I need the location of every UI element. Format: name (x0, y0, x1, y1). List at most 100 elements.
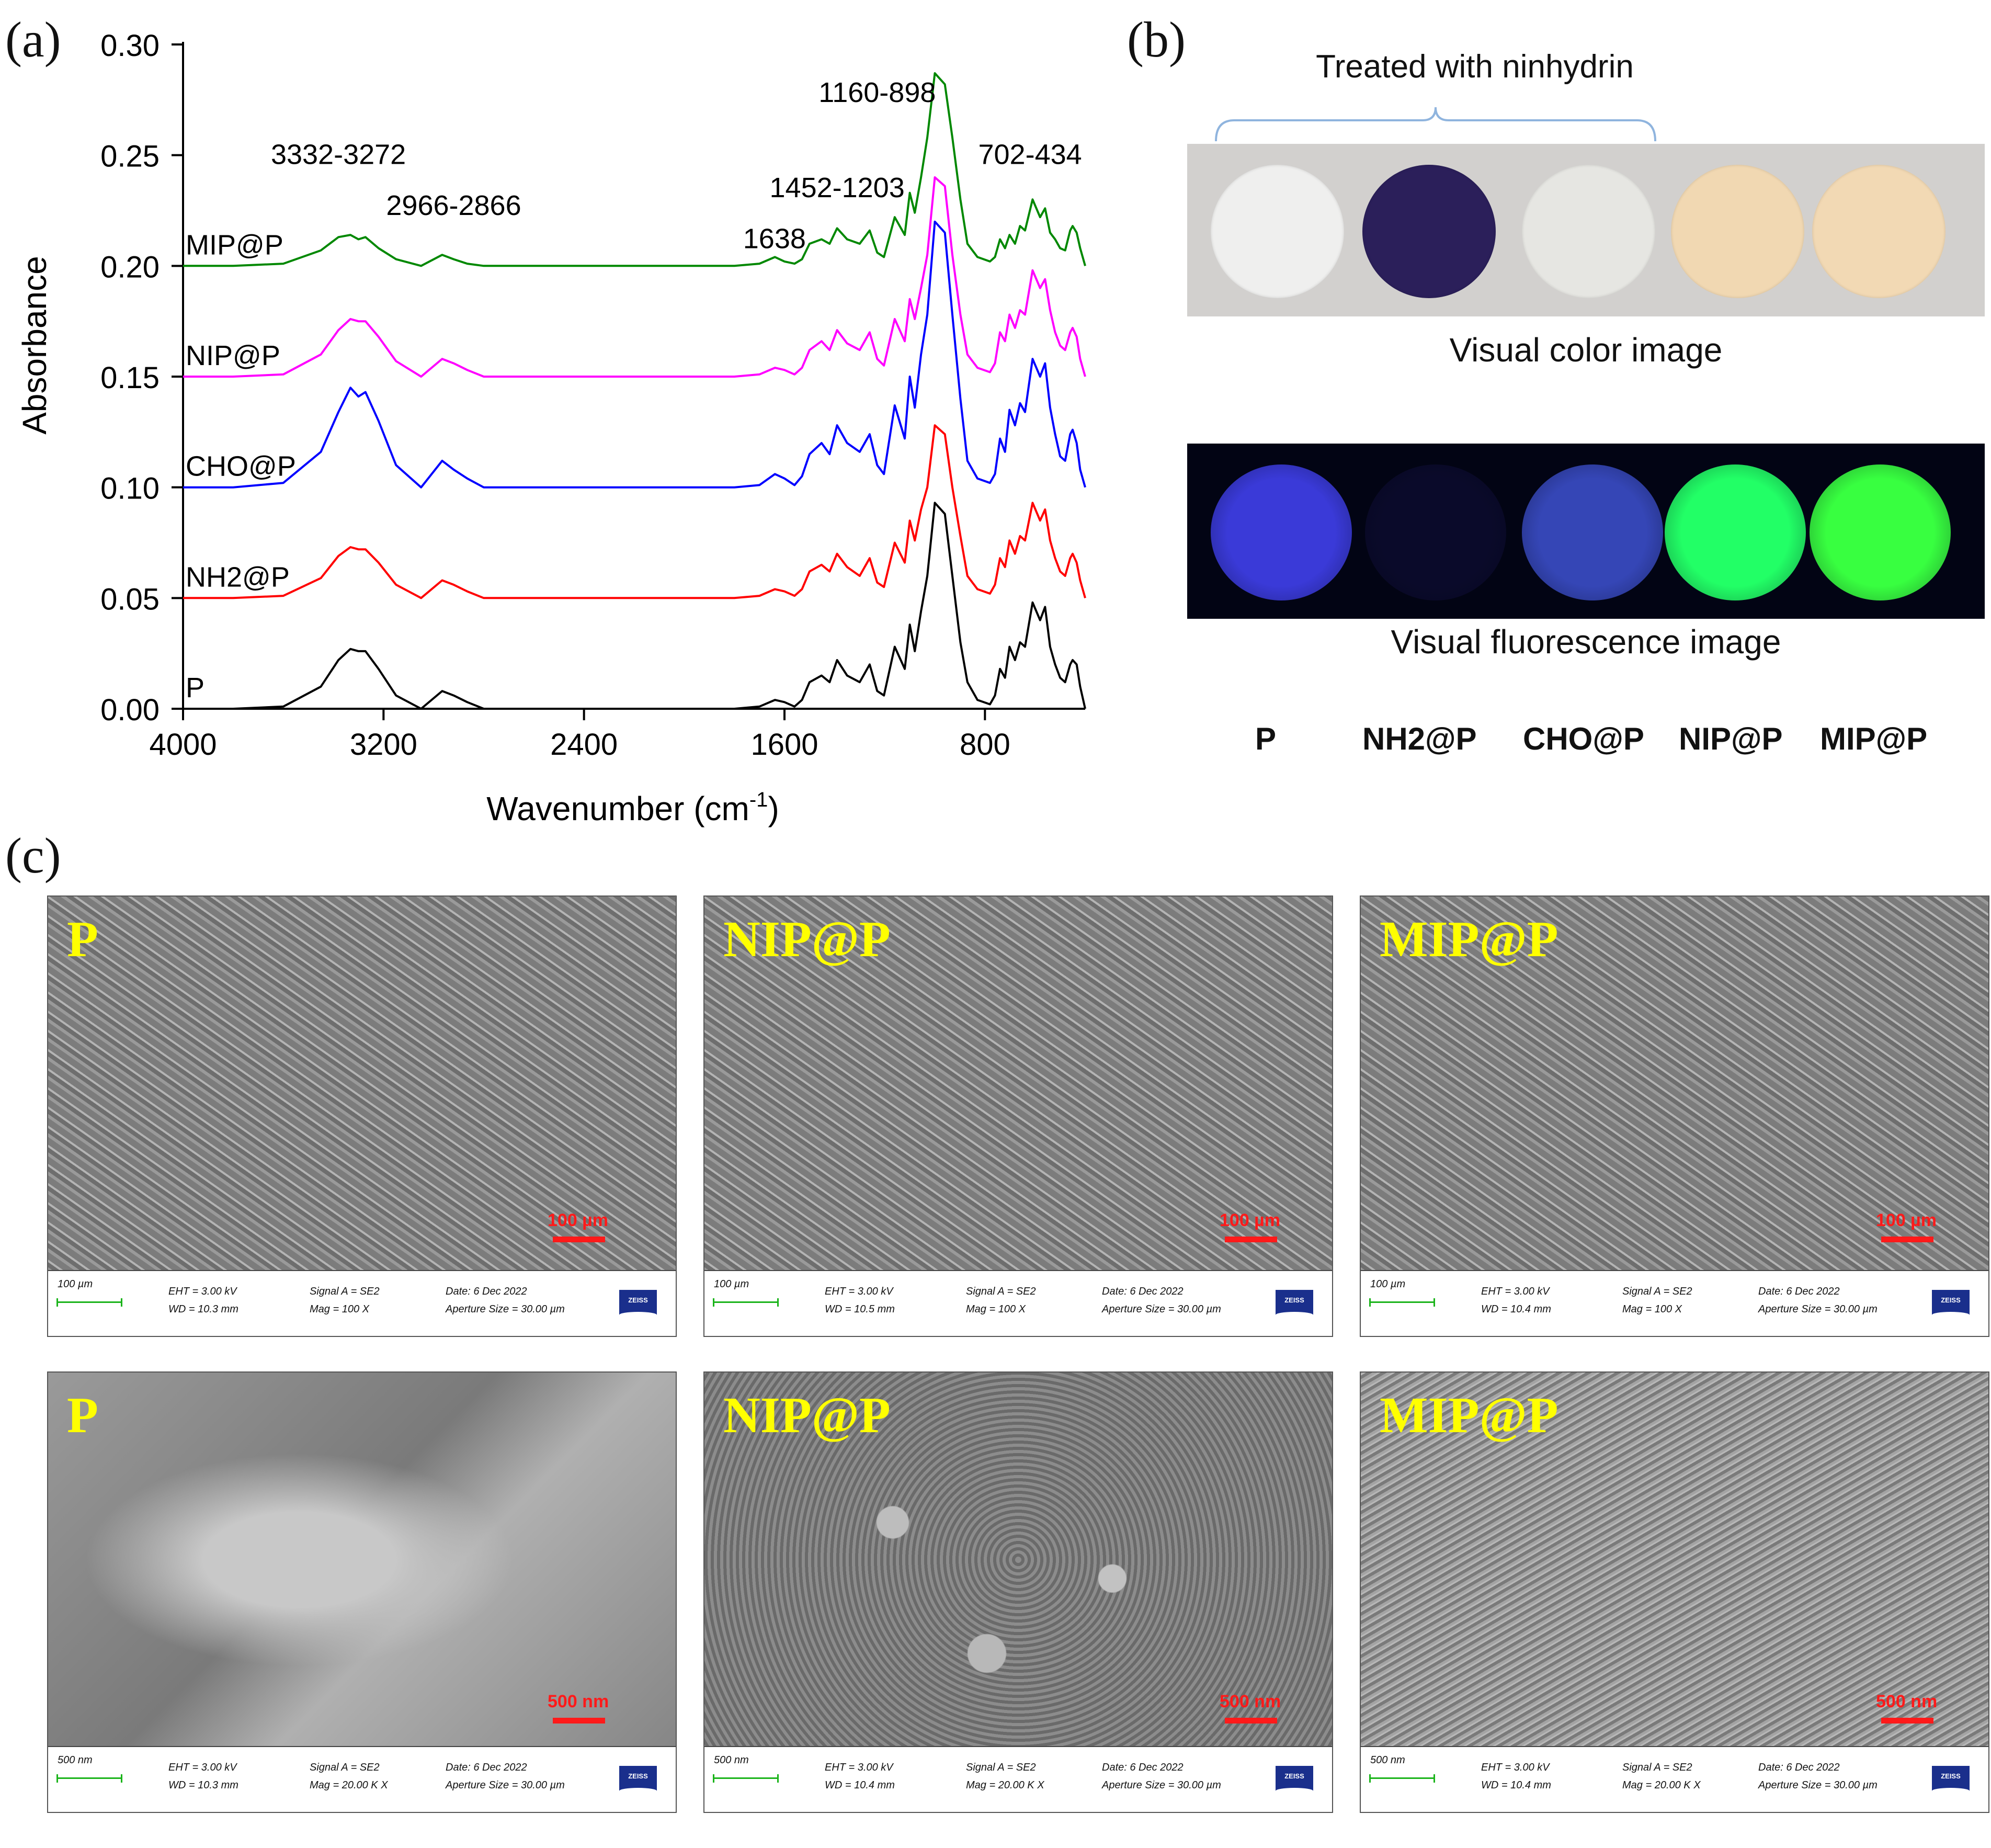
series-label: CHO@P (186, 451, 296, 482)
sem-micrograph (48, 1373, 676, 1747)
sem-aperture: Aperture Size = 30.00 µm (1102, 1779, 1221, 1791)
fluor-disc-nip (1665, 464, 1806, 600)
x-tick-label: 3200 (350, 728, 417, 762)
color-disc-mip (1812, 165, 1946, 298)
sem-scale-label: 500 nm (548, 1692, 609, 1711)
sem-micrograph (48, 897, 676, 1271)
sem-aperture: Aperture Size = 30.00 µm (1758, 1779, 1878, 1791)
peak-annotation: 702-434 (978, 139, 1082, 171)
y-tick-label: 0.15 (100, 361, 160, 395)
sem-sample-name: MIP@P (1380, 1387, 1558, 1444)
sem-date: Date: 6 Dec 2022 (1758, 1762, 1840, 1773)
peak-annotation: 1638 (743, 223, 806, 254)
sem-date: Date: 6 Dec 2022 (446, 1286, 527, 1297)
sem-info-scale-bar (1369, 1774, 1435, 1783)
panel-b-label: (b) (1127, 12, 1186, 67)
sem-info-scale-bar (1369, 1298, 1435, 1307)
series-line-cho-at-p (183, 220, 1086, 489)
sem-wd: WD = 10.4 mm (1481, 1779, 1551, 1791)
sem-info-bar: 100 µm EHT = 3.00 kV WD = 10.4 mm Signal A … (1361, 1270, 1988, 1336)
sem-image-bottom-nip-at-p: NIP@P 500 nm 500 nm EHT = 3.00 kV WD = 10.4 … (703, 1371, 1333, 1813)
sem-image-bottom-mip-at-p: MIP@P 500 nm 500 nm EHT = 3.00 kV WD = 10.4 … (1360, 1371, 1989, 1813)
sem-scale-label: 500 nm (1876, 1692, 1938, 1711)
color-photo (1187, 144, 1985, 316)
y-tick-label: 0.05 (100, 582, 160, 616)
sem-micrograph (704, 1373, 1332, 1747)
sem-micrograph (1361, 1373, 1988, 1747)
sem-image-top-mip-at-p: MIP@P 100 µm 100 µm EHT = 3.00 kV WD = 10.4 … (1360, 895, 1989, 1337)
fluor-disc-cho (1522, 464, 1663, 600)
zeiss-logo: ZEISS (619, 1290, 657, 1318)
peak-annotation: 1160-898 (818, 77, 936, 108)
sem-info-scale: 100 µm (1370, 1278, 1406, 1290)
series-line-p (183, 502, 1086, 710)
sem-date: Date: 6 Dec 2022 (1758, 1286, 1840, 1297)
color-disc-p (1211, 165, 1344, 298)
sem-info-scale-bar (713, 1298, 779, 1307)
sem-micrograph (704, 897, 1332, 1271)
sem-mag: Mag = 20.00 K X (1622, 1779, 1701, 1791)
sem-sample-name: P (67, 911, 98, 968)
sem-sample-name: NIP@P (723, 911, 891, 968)
sem-info-scale: 500 nm (1370, 1754, 1405, 1766)
sem-date: Date: 6 Dec 2022 (1102, 1762, 1184, 1773)
sem-image-top-p: P 100 µm 100 µm EHT = 3.00 kV WD = 10.3 mm Si… (47, 895, 677, 1337)
y-tick-label: 0.20 (100, 250, 160, 284)
sample-label-nh2: NH2@P (1362, 721, 1477, 756)
sem-info-bar: 100 µm EHT = 3.00 kV WD = 10.5 mm Signal A … (704, 1270, 1332, 1336)
sem-wd: WD = 10.3 mm (168, 1303, 238, 1315)
chart-x-axis-label: Wavenumber (cm-1) (486, 788, 779, 827)
sem-info-scale-bar (713, 1774, 779, 1783)
sem-info-scale: 500 nm (714, 1754, 749, 1766)
sem-info-scale: 500 nm (58, 1754, 93, 1766)
color-disc-nh2 (1362, 165, 1496, 298)
chart-y-axis-label: Absorbance (16, 256, 53, 435)
sem-scale-bar (1225, 1718, 1277, 1724)
ninhydrin-bracket-label: Treated with ninhydrin (1316, 49, 1634, 85)
series-line-nh2-at-p (183, 424, 1086, 599)
sem-wd: WD = 10.5 mm (825, 1303, 895, 1315)
sem-wd: WD = 10.3 mm (168, 1779, 238, 1791)
zeiss-logo: ZEISS (1276, 1290, 1313, 1318)
series-label: NIP@P (186, 340, 280, 371)
sem-info-scale: 100 µm (714, 1278, 749, 1290)
sem-mag: Mag = 20.00 K X (966, 1779, 1044, 1791)
sem-eht: EHT = 3.00 kV (168, 1286, 237, 1297)
x-tick-label: 1600 (750, 728, 818, 762)
chart-series-group (183, 72, 1086, 710)
series-line-mip-at-p (183, 72, 1086, 267)
fluor-disc-nh2 (1365, 464, 1506, 600)
chart-series-labels: P NH2@P CHO@P NIP@P MIP@P (186, 229, 296, 704)
x-tick-label: 800 (960, 728, 1010, 762)
sem-aperture: Aperture Size = 30.00 µm (1102, 1303, 1221, 1315)
sem-eht: EHT = 3.00 kV (1481, 1762, 1550, 1773)
x-tick-label: 4000 (149, 728, 217, 762)
sem-mag: Mag = 100 X (966, 1303, 1026, 1315)
sem-wd: WD = 10.4 mm (825, 1779, 895, 1791)
sem-image-bottom-p: P 500 nm 500 nm EHT = 3.00 kV WD = 10.3 mm Si… (47, 1371, 677, 1813)
sem-signal: Signal A = SE2 (310, 1762, 380, 1773)
series-label: NH2@P (186, 561, 290, 593)
sem-mag: Mag = 20.00 K X (310, 1779, 388, 1791)
y-tick-label: 0.10 (100, 472, 160, 506)
panel-c-label: (c) (5, 827, 61, 883)
sem-info-bar: 500 nm EHT = 3.00 kV WD = 10.4 mm Signal A … (1361, 1746, 1988, 1812)
sem-eht: EHT = 3.00 kV (1481, 1286, 1550, 1297)
sem-wd: WD = 10.4 mm (1481, 1303, 1551, 1315)
sem-scale-bar (553, 1237, 605, 1242)
fluor-disc-mip (1810, 464, 1951, 600)
sem-micrograph (1361, 897, 1988, 1271)
chart-axes: 0.00 0.05 0.10 0.15 0.20 0.25 0.30 4000 3200 2400… (100, 29, 1085, 762)
sem-sample-name: P (67, 1387, 98, 1444)
sem-scale-bar (1881, 1718, 1933, 1724)
sem-scale-bar (1881, 1237, 1933, 1242)
ninhydrin-bracket (1215, 107, 1656, 142)
sem-info-bar: 500 nm EHT = 3.00 kV WD = 10.3 mm Signal A … (48, 1746, 676, 1812)
sem-info-scale-bar (56, 1298, 122, 1307)
sem-info-scale-bar (56, 1774, 122, 1783)
sem-scale-label: 100 µm (1220, 1210, 1280, 1230)
peak-annotation: 3332-3272 (271, 139, 406, 171)
ftir-chart: 0.00 0.05 0.10 0.15 0.20 0.25 0.30 4000 3200 2400… (16, 29, 1086, 827)
y-tick-label: 0.00 (100, 693, 160, 727)
peak-annotation: 1452-1203 (770, 172, 905, 203)
